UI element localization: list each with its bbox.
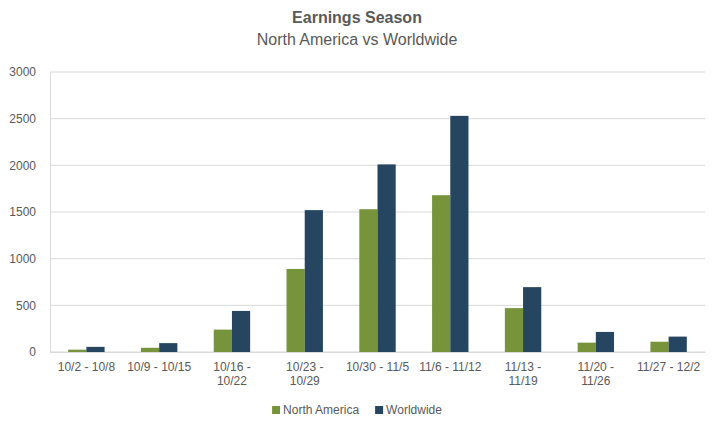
y-tick-label: 2000 xyxy=(9,159,36,173)
bar xyxy=(505,308,523,352)
bar xyxy=(578,343,596,352)
x-tick-label: 10/9 - 10/15 xyxy=(127,360,191,374)
legend-label: Worldwide xyxy=(386,403,442,417)
bar xyxy=(596,332,614,352)
series xyxy=(68,195,668,352)
x-tick: 10/9 - 10/15 xyxy=(127,352,191,374)
y-axis-line xyxy=(50,73,51,353)
x-tick-label: 11/27 - 12/2 xyxy=(637,360,700,374)
bar xyxy=(669,337,687,352)
subtitle: North America vs Worldwide xyxy=(257,31,458,48)
x-tick: 10/30 - 11/5 xyxy=(346,352,409,374)
y-axis: 0 500 1000 1500 2000 2500 3000 xyxy=(9,65,50,359)
y-tick: 2000 xyxy=(9,159,50,173)
legend-item: Worldwide xyxy=(375,403,442,417)
bar xyxy=(214,330,232,352)
y-tick-label: 0 xyxy=(29,345,36,359)
grid-line xyxy=(50,72,705,73)
y-tick-label: 2500 xyxy=(9,112,36,126)
x-tick-label: 10/16 -10/22 xyxy=(213,360,250,388)
y-tick: 500 xyxy=(16,299,50,313)
bar xyxy=(141,348,159,352)
x-tick: 11/27 - 12/2 xyxy=(637,352,700,374)
x-tick: 10/23 -10/29 xyxy=(286,352,323,388)
y-tick-label: 500 xyxy=(16,299,36,313)
x-tick-label: 10/2 - 10/8 xyxy=(58,360,116,374)
background xyxy=(0,0,714,431)
series xyxy=(86,116,686,352)
title: Earnings Season xyxy=(292,9,422,26)
y-tick: 1000 xyxy=(9,252,50,266)
bar xyxy=(86,347,104,352)
legend: North America Worldwide xyxy=(272,403,442,417)
x-tick-label: 10/30 - 11/5 xyxy=(346,360,409,374)
bar xyxy=(68,350,86,352)
bar xyxy=(305,210,323,352)
x-tick-label: 11/6 - 11/12 xyxy=(419,360,482,374)
y-tick-label: 1000 xyxy=(9,252,36,266)
grid-line xyxy=(50,118,705,119)
bar xyxy=(287,269,305,352)
x-tick-label: 11/13 -11/19 xyxy=(505,360,541,388)
y-tick-label: 1500 xyxy=(9,205,36,219)
bars xyxy=(68,116,687,352)
x-tick: 11/6 - 11/12 xyxy=(419,352,482,374)
y-tick: 3000 xyxy=(9,65,50,79)
bar xyxy=(232,311,250,352)
x-tick: 11/20 -11/26 xyxy=(578,352,614,388)
chart: Earnings Season North America vs Worldwid… xyxy=(0,0,714,431)
x-tick: 10/2 - 10/8 xyxy=(58,352,116,374)
bar xyxy=(159,343,177,352)
bar xyxy=(450,116,468,352)
y-tick: 0 xyxy=(29,345,50,359)
x-axis-line xyxy=(51,352,706,353)
legend-item: North America xyxy=(272,403,359,417)
x-tick: 11/13 -11/19 xyxy=(505,352,541,388)
bar xyxy=(378,164,396,352)
y-tick: 1500 xyxy=(9,205,50,219)
legend-swatch xyxy=(272,406,280,414)
bar xyxy=(432,195,450,352)
legend-label: North America xyxy=(283,403,359,417)
x-tick: 10/16 -10/22 xyxy=(213,352,250,388)
x-tick-label: 10/23 -10/29 xyxy=(286,360,323,388)
bar xyxy=(650,342,668,352)
y-tick-label: 3000 xyxy=(9,65,36,79)
grid xyxy=(50,72,705,352)
bar xyxy=(523,287,541,352)
plot: 0 500 1000 1500 2000 2500 3000 10/2 - 10/8 10/9 … xyxy=(9,65,705,388)
x-tick-label: 11/20 -11/26 xyxy=(578,360,614,388)
legend-swatch xyxy=(375,406,383,414)
x-axis: 10/2 - 10/8 10/9 - 10/15 10/16 -10/22 10/23… xyxy=(51,352,706,388)
bar xyxy=(359,209,377,352)
y-tick: 2500 xyxy=(9,112,50,126)
